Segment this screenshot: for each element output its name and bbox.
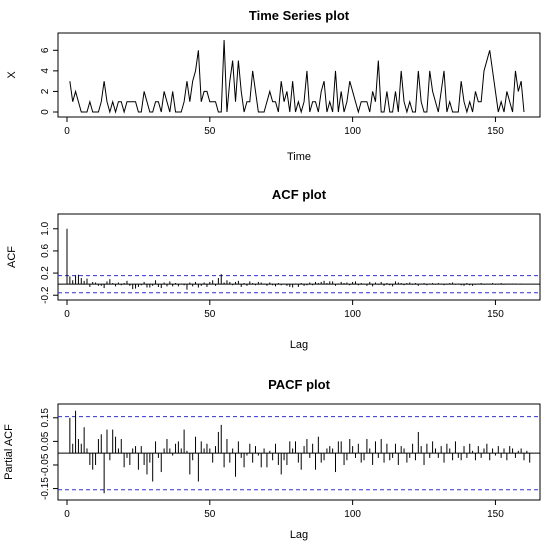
y-tick-label: 2 bbox=[40, 88, 51, 94]
y-axis-label: Partial ACF bbox=[3, 424, 15, 480]
chart-title: PACF plot bbox=[268, 377, 331, 392]
y-tick-label: -0.2 bbox=[40, 286, 51, 304]
y-tick-label: 1.0 bbox=[40, 221, 51, 235]
chart-title: Time Series plot bbox=[249, 8, 350, 23]
tick-group: 0 50 100 150 -0.2 0.2 0.6 1.0 bbox=[40, 221, 504, 320]
x-tick-label: 50 bbox=[204, 309, 216, 320]
series-group bbox=[58, 410, 540, 494]
y-tick-label: 6 bbox=[40, 47, 51, 53]
x-axis-label: Time bbox=[287, 151, 311, 163]
x-tick-label: 150 bbox=[487, 509, 504, 520]
x-tick-label: 50 bbox=[204, 126, 216, 137]
y-tick-label: 0.15 bbox=[40, 408, 51, 428]
x-tick-label: 0 bbox=[64, 126, 70, 137]
y-tick-label: 0.6 bbox=[40, 244, 51, 258]
plot-frame bbox=[57, 213, 541, 301]
tick-group: 0 50 100 150 -0.15-0.05 0.05 0.15 bbox=[40, 408, 504, 520]
y-tick-label: 0 bbox=[40, 109, 51, 115]
chart-title: ACF plot bbox=[272, 187, 327, 202]
plot-frame bbox=[57, 403, 541, 501]
x-tick-label: 150 bbox=[487, 126, 504, 137]
x-tick-label: 50 bbox=[204, 509, 216, 520]
x-tick-label: 100 bbox=[344, 509, 361, 520]
y-axis-label: ACF bbox=[6, 246, 18, 268]
x-axis-label: Lag bbox=[290, 339, 308, 351]
x-tick-label: 150 bbox=[487, 309, 504, 320]
y-tick-label: -0.05 bbox=[40, 453, 51, 476]
panel-acf: ACF plot 0 50 100 150 -0.2 0.2 0.6 1.0 Lag ACF bbox=[6, 187, 541, 351]
panel-time-series: Time Series plot 0 50 100 150 0 2 4 6 Time X bbox=[6, 8, 541, 163]
series-line bbox=[69, 39, 525, 114]
x-tick-label: 0 bbox=[64, 509, 70, 520]
y-tick-label: 4 bbox=[40, 68, 51, 74]
y-tick-label: 0.05 bbox=[40, 431, 51, 451]
x-tick-label: 0 bbox=[64, 309, 70, 320]
y-axis-label: X bbox=[6, 71, 18, 79]
x-tick-label: 100 bbox=[344, 126, 361, 137]
y-tick-label: -0.15 bbox=[40, 477, 51, 500]
plot-frame bbox=[57, 32, 541, 118]
y-tick-label: 0.2 bbox=[40, 266, 51, 280]
series-group bbox=[58, 228, 540, 294]
x-tick-label: 100 bbox=[344, 309, 361, 320]
series-group bbox=[69, 39, 525, 114]
x-axis-label: Lag bbox=[290, 529, 308, 541]
tick-group: 0 50 100 150 0 2 4 6 bbox=[40, 47, 504, 137]
panel-pacf: PACF plot 0 50 100 150 -0.15-0.05 0.05 0.15 La… bbox=[3, 377, 541, 541]
